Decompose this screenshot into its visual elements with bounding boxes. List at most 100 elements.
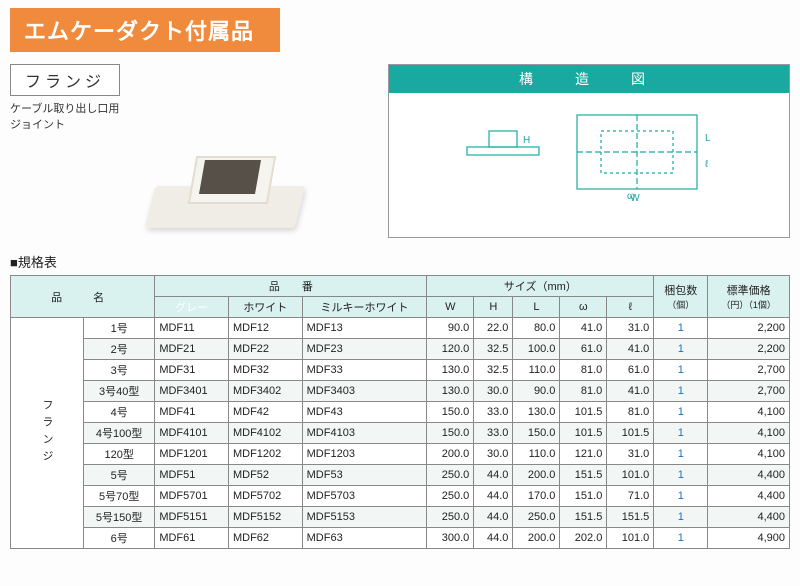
col-W: W [427,297,474,318]
cell-W: 250.0 [427,486,474,507]
cell-name: 6号 [84,528,155,549]
table-row: 3号MDF31MDF32MDF33130.032.5110.081.061.01… [11,360,790,381]
cell-H: 32.5 [474,360,513,381]
table-row: 120型MDF1201MDF1202MDF1203200.030.0110.01… [11,444,790,465]
cell-pack: 1 [654,402,708,423]
product-image [140,138,310,238]
table-row: 5号150型MDF5151MDF5152MDF5153250.044.0250.… [11,507,790,528]
cell-code-white: MDF52 [228,465,302,486]
cell-H: 44.0 [474,528,513,549]
cell-W: 130.0 [427,360,474,381]
cell-name: 3号40型 [84,381,155,402]
cell-price: 2,700 [708,381,790,402]
cell-code-milky: MDF63 [302,528,427,549]
cell-l: 81.0 [607,402,654,423]
cell-code-white: MDF62 [228,528,302,549]
cell-W: 130.0 [427,381,474,402]
cell-l: 101.0 [607,528,654,549]
cell-W: 120.0 [427,339,474,360]
page-title: エムケーダクト付属品 [10,8,280,52]
cell-L: 200.0 [513,465,560,486]
table-row: 5号MDF51MDF52MDF53250.044.0200.0151.5101.… [11,465,790,486]
cell-name: 120型 [84,444,155,465]
cell-L: 110.0 [513,444,560,465]
cell-name: 5号70型 [84,486,155,507]
product-info: フランジ ケーブル取り出し口用 ジョイント [10,64,370,238]
cell-code-milky: MDF5703 [302,486,427,507]
cell-l: 41.0 [607,381,654,402]
table-row: 4号100型MDF4101MDF4102MDF4103150.033.0150.… [11,423,790,444]
cell-L: 150.0 [513,423,560,444]
cell-omega: 101.5 [560,402,607,423]
cell-price: 4,100 [708,444,790,465]
cell-name: 4号 [84,402,155,423]
cell-code-white: MDF12 [228,318,302,339]
cell-l: 31.0 [607,318,654,339]
table-row: 6号MDF61MDF62MDF63300.044.0200.0202.0101.… [11,528,790,549]
cell-L: 110.0 [513,360,560,381]
structure-diagram-title: 構 造 図 [389,65,789,93]
cell-L: 80.0 [513,318,560,339]
cell-W: 300.0 [427,528,474,549]
cell-code-white: MDF22 [228,339,302,360]
cell-code-white: MDF42 [228,402,302,423]
cell-code-milky: MDF1203 [302,444,427,465]
cell-H: 33.0 [474,402,513,423]
table-row: フランジ1号MDF11MDF12MDF1390.022.080.041.031.… [11,318,790,339]
label-H: H [523,135,530,146]
cell-W: 150.0 [427,402,474,423]
cell-code-gray: MDF11 [155,318,229,339]
cell-W: 150.0 [427,423,474,444]
cell-W: 90.0 [427,318,474,339]
group-label: フランジ [11,318,84,549]
cell-code-white: MDF1202 [228,444,302,465]
cell-W: 200.0 [427,444,474,465]
structure-diagram: H L ℓ ω [389,93,789,209]
spec-table-head: 品 名 品 番 サイズ（mm） 梱包数 （個） 標準価格 （円）（1個） グレー… [11,276,790,318]
top-section: フランジ ケーブル取り出し口用 ジョイント 構 造 図 H [10,64,790,238]
cell-l: 61.0 [607,360,654,381]
cell-omega: 41.0 [560,318,607,339]
cell-code-gray: MDF31 [155,360,229,381]
cell-omega: 121.0 [560,444,607,465]
cell-name: 5号 [84,465,155,486]
col-color-milky: ミルキーホワイト [302,297,427,318]
label-L: L [705,133,711,144]
cell-pack: 1 [654,507,708,528]
cell-L: 200.0 [513,528,560,549]
col-pack-unit: （個） [667,300,694,310]
cell-pack: 1 [654,465,708,486]
cell-code-milky: MDF3403 [302,381,427,402]
cell-code-gray: MDF5151 [155,507,229,528]
cell-H: 33.0 [474,423,513,444]
cell-pack: 1 [654,318,708,339]
cell-price: 4,400 [708,465,790,486]
col-price-unit: （円）（1個） [721,300,776,310]
cell-code-gray: MDF51 [155,465,229,486]
cell-omega: 202.0 [560,528,607,549]
cell-W: 250.0 [427,507,474,528]
cell-code-white: MDF3402 [228,381,302,402]
col-L: L [513,297,560,318]
cell-l: 71.0 [607,486,654,507]
col-color-white: ホワイト [228,297,302,318]
cell-code-gray: MDF5701 [155,486,229,507]
cell-pack: 1 [654,339,708,360]
cell-price: 4,900 [708,528,790,549]
cell-omega: 61.0 [560,339,607,360]
cell-H: 44.0 [474,486,513,507]
structure-diagram-panel: 構 造 図 H L ℓ ω [388,64,790,238]
cell-code-white: MDF5702 [228,486,302,507]
cell-L: 100.0 [513,339,560,360]
table-row: 2号MDF21MDF22MDF23120.032.5100.061.041.01… [11,339,790,360]
cell-code-white: MDF5152 [228,507,302,528]
cell-H: 44.0 [474,507,513,528]
cell-l: 101.0 [607,465,654,486]
cell-pack: 1 [654,528,708,549]
cell-L: 250.0 [513,507,560,528]
cell-price: 2,700 [708,360,790,381]
cell-name: 3号 [84,360,155,381]
cell-l: 41.0 [607,339,654,360]
cell-code-gray: MDF3401 [155,381,229,402]
table-row: 5号70型MDF5701MDF5702MDF5703250.044.0170.0… [11,486,790,507]
